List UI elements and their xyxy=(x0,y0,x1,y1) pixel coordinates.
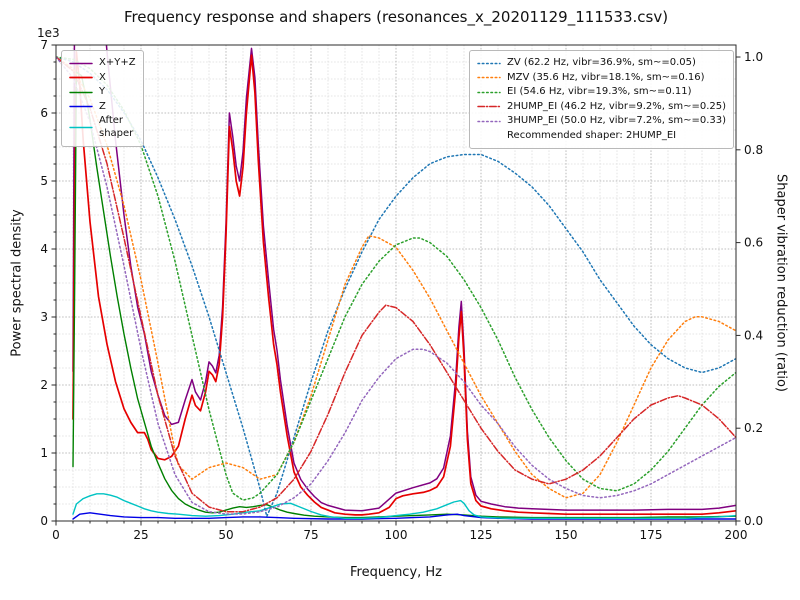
legend-label: ZV (62.2 Hz, vibr=36.9%, sm~=0.05) xyxy=(507,57,696,68)
svg-text:5: 5 xyxy=(40,174,48,188)
svg-text:2: 2 xyxy=(40,378,48,392)
series-zv xyxy=(56,56,736,518)
left-axis-title: Power spectral density xyxy=(9,209,25,357)
legend-label: Recommended shaper: 2HUMP_EI xyxy=(507,129,677,141)
svg-text:175: 175 xyxy=(640,528,663,542)
series-2hump_ei xyxy=(56,56,736,513)
legend-line-sample xyxy=(69,126,93,129)
svg-text:0.4: 0.4 xyxy=(744,328,763,342)
legend-line-sample xyxy=(477,91,501,93)
series-layer xyxy=(56,45,736,520)
series-ei xyxy=(56,56,736,501)
legend-line-sample xyxy=(69,106,93,108)
legend-line-sample xyxy=(477,106,501,108)
legend-label: 3HUMP_EI (50.0 Hz, vibr=7.2%, sm~=0.33) xyxy=(507,115,726,126)
series-3hump_ei xyxy=(56,56,736,515)
legend-item: 2HUMP_EI (46.2 Hz, vibr=9.2%, sm~=0.25) xyxy=(477,101,726,114)
legend-label: Y xyxy=(99,86,106,97)
legend-item: X xyxy=(69,72,136,85)
legend-item: Y xyxy=(69,86,136,99)
chart-title: Frequency response and shapers (resonanc… xyxy=(123,8,669,26)
legend-label: Z xyxy=(99,100,106,112)
legend-label: MZV (35.6 Hz, vibr=18.1%, sm~=0.16) xyxy=(507,71,705,83)
psd-legend: X+Y+Z X Y Z After shaper xyxy=(61,50,144,147)
legend-label: 2HUMP_EI (46.2 Hz, vibr=9.2%, sm~=0.25) xyxy=(507,100,726,112)
legend-line-sample xyxy=(69,62,93,64)
legend-item: 3HUMP_EI (50.0 Hz, vibr=7.2%, sm~=0.33) xyxy=(477,115,726,128)
svg-text:150: 150 xyxy=(555,528,578,542)
series-after-shaper xyxy=(72,493,736,519)
svg-text:4: 4 xyxy=(40,242,48,256)
svg-text:7: 7 xyxy=(40,38,48,52)
legend-item: Z xyxy=(69,101,136,114)
tick-labels: 0 25 50 75 100 125 150 175 200 0 1 2 3 4 5 6 7 0.0 0.2 0.4 0… xyxy=(40,38,763,542)
legend-label: X xyxy=(99,71,106,83)
legend-item: After shaper xyxy=(69,115,136,140)
legend-line-sample xyxy=(69,91,93,93)
svg-text:125: 125 xyxy=(470,528,493,542)
svg-text:1.0: 1.0 xyxy=(744,50,763,64)
svg-text:1: 1 xyxy=(40,446,48,460)
shaper-legend: ZV (62.2 Hz, vibr=36.9%, sm~=0.05) MZV (3… xyxy=(469,50,734,149)
x-axis-title: Frequency, Hz xyxy=(349,565,443,580)
series-x xyxy=(72,50,736,516)
legend-item: MZV (35.6 Hz, vibr=18.1%, sm~=0.16) xyxy=(477,72,726,85)
right-axis-title: Shaper vibration reduction (ratio) xyxy=(773,174,789,392)
svg-text:100: 100 xyxy=(385,528,408,542)
svg-text:0.0: 0.0 xyxy=(744,514,763,528)
svg-text:50: 50 xyxy=(218,528,233,542)
svg-text:0.2: 0.2 xyxy=(744,421,763,435)
svg-text:0.8: 0.8 xyxy=(744,143,763,157)
legend-label: EI (54.6 Hz, vibr=19.3%, sm~=0.11) xyxy=(507,86,692,97)
series-x-y-z xyxy=(72,45,736,512)
series-mzv xyxy=(56,56,736,499)
svg-text:75: 75 xyxy=(303,528,318,542)
svg-text:25: 25 xyxy=(133,528,148,542)
legend-item: X+Y+Z xyxy=(69,57,136,70)
legend-item: ZV (62.2 Hz, vibr=36.9%, sm~=0.05) xyxy=(477,57,726,70)
legend-line-sample xyxy=(477,120,501,122)
legend-line-sample xyxy=(477,62,501,64)
svg-text:0: 0 xyxy=(52,528,60,542)
legend-item: Recommended shaper: 2HUMP_EI xyxy=(477,130,726,143)
legend-line-sample xyxy=(477,77,501,79)
legend-label: X+Y+Z xyxy=(99,57,136,68)
svg-text:3: 3 xyxy=(40,310,48,324)
svg-text:200: 200 xyxy=(725,528,748,542)
legend-label: After shaper xyxy=(99,115,134,139)
y-axis-offset-label: 1e3 xyxy=(37,26,60,40)
svg-text:0: 0 xyxy=(40,514,48,528)
legend-line-sample xyxy=(69,76,93,79)
tick-marks xyxy=(51,44,741,526)
svg-text:0.6: 0.6 xyxy=(744,236,763,250)
legend-item: EI (54.6 Hz, vibr=19.3%, sm~=0.11) xyxy=(477,86,726,99)
svg-text:6: 6 xyxy=(40,106,48,120)
